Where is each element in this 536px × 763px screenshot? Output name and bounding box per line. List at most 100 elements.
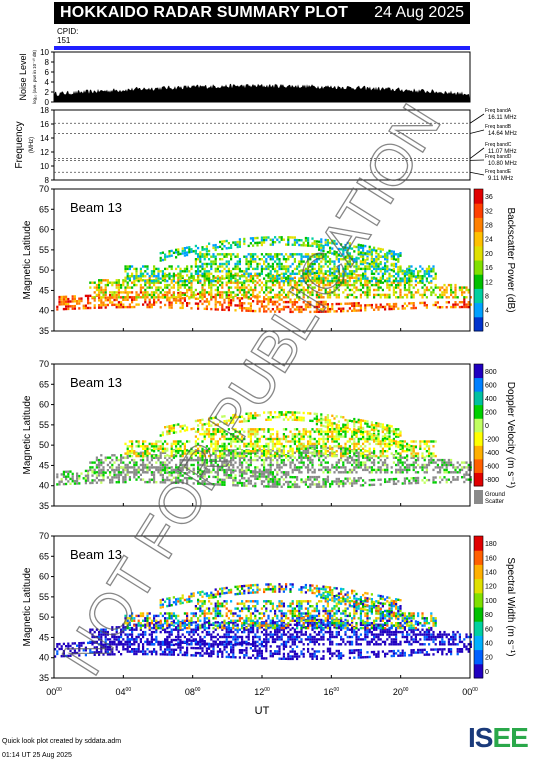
heatmap-cell	[247, 463, 250, 467]
heatmap-cell	[406, 273, 409, 276]
heatmap-cell	[324, 421, 327, 424]
heatmap-cell	[291, 447, 294, 450]
heatmap-cell	[377, 281, 380, 284]
heatmap-cell	[252, 428, 255, 431]
heatmap-cell	[150, 473, 153, 476]
heatmap-cell	[263, 475, 266, 478]
heatmap-cell	[238, 437, 241, 441]
heatmap-cell	[296, 293, 299, 297]
heatmap-cell	[348, 244, 351, 247]
heatmap-cell	[342, 430, 345, 433]
heatmap-cell	[291, 301, 294, 304]
heatmap-cell	[254, 430, 257, 433]
heatmap-cell	[56, 473, 59, 476]
heatmap-cell	[408, 277, 411, 280]
heatmap-cell	[285, 411, 288, 414]
heatmap-cell	[414, 471, 417, 474]
heatmap-cell	[164, 450, 167, 453]
heatmap-cell	[373, 261, 376, 264]
lat-tick-label: 65	[39, 204, 49, 214]
heatmap-cell	[346, 458, 349, 462]
heatmap-cell	[216, 281, 219, 284]
heatmap-cell	[265, 454, 268, 458]
heatmap-cell	[335, 275, 338, 278]
heatmap-cell	[212, 447, 215, 450]
heatmap-cell	[106, 298, 109, 302]
heatmap-cell	[214, 483, 217, 486]
heatmap-cell	[285, 480, 288, 484]
heatmap-cell	[353, 420, 356, 423]
heatmap-cell	[337, 270, 340, 273]
heatmap-cell	[115, 286, 118, 289]
heatmap-cell	[282, 283, 285, 287]
heatmap-cell	[375, 249, 378, 252]
heatmap-cell	[320, 300, 323, 304]
heatmap-cell	[364, 291, 367, 294]
heatmap-cell	[144, 480, 147, 484]
heatmap-cell	[307, 412, 310, 415]
heatmap-cell	[359, 476, 362, 480]
heatmap-cell	[293, 483, 296, 486]
heatmap-cell	[417, 481, 420, 485]
heatmap-cell	[146, 466, 149, 469]
heatmap-cell	[309, 279, 312, 283]
heatmap-cell	[368, 250, 371, 253]
heatmap-cell	[276, 480, 279, 483]
heatmap-cell	[219, 303, 222, 306]
heatmap-cell	[280, 471, 283, 474]
heatmap-cell	[293, 476, 296, 479]
heatmap-cell	[252, 433, 255, 436]
heatmap-cell	[203, 450, 206, 453]
heatmap-cell	[357, 426, 360, 429]
heatmap-cell	[234, 413, 237, 417]
heatmap-cell	[219, 430, 222, 433]
heatmap-cell	[87, 477, 90, 480]
heatmap-cell	[179, 279, 182, 283]
heatmap-cell	[355, 256, 358, 259]
heatmap-cell	[194, 265, 197, 268]
heatmap-cell	[236, 245, 239, 249]
heatmap-cell	[304, 428, 307, 431]
heatmap-cell	[388, 279, 391, 283]
heatmap-cell	[296, 265, 299, 268]
heatmap-cell	[111, 478, 114, 482]
heatmap-cell	[392, 477, 395, 481]
heatmap-cell	[188, 452, 191, 455]
heatmap-cell	[274, 303, 277, 306]
heatmap-cell	[326, 303, 329, 306]
heatmap-cell	[216, 476, 219, 479]
heatmap-cell	[293, 260, 296, 263]
heatmap-cell	[304, 272, 307, 275]
heatmap-cell	[201, 265, 204, 268]
heatmap-cell	[201, 480, 204, 483]
heatmap-cell	[175, 442, 178, 446]
heatmap-cell	[333, 452, 336, 455]
heatmap-cell	[271, 303, 274, 306]
heatmap-cell	[150, 454, 153, 458]
heatmap-cell	[368, 430, 371, 433]
heatmap-cell	[359, 288, 362, 292]
heatmap-cell	[414, 291, 417, 294]
heatmap-cell	[320, 238, 323, 241]
heatmap-cell	[276, 253, 279, 256]
heatmap-cell	[269, 279, 272, 283]
heatmap-cell	[278, 293, 281, 297]
heatmap-cell	[340, 445, 343, 448]
heatmap-cell	[115, 283, 118, 287]
heatmap-cell	[210, 454, 213, 457]
heatmap-cell	[247, 433, 250, 436]
heatmap-cell	[276, 265, 279, 268]
heatmap-cell	[463, 303, 466, 306]
heatmap-cell	[164, 451, 167, 454]
heatmap-cell	[414, 452, 417, 455]
heatmap-cell	[344, 248, 347, 252]
heatmap-cell	[285, 279, 288, 283]
heatmap-cell	[245, 286, 248, 289]
heatmap-cell	[199, 463, 202, 467]
heatmap-cell	[104, 306, 107, 309]
heatmap-cell	[313, 286, 316, 289]
heatmap-cell	[353, 276, 356, 279]
heatmap-cell	[335, 281, 338, 284]
heatmap-cell	[359, 246, 362, 249]
heatmap-cell	[428, 265, 431, 268]
